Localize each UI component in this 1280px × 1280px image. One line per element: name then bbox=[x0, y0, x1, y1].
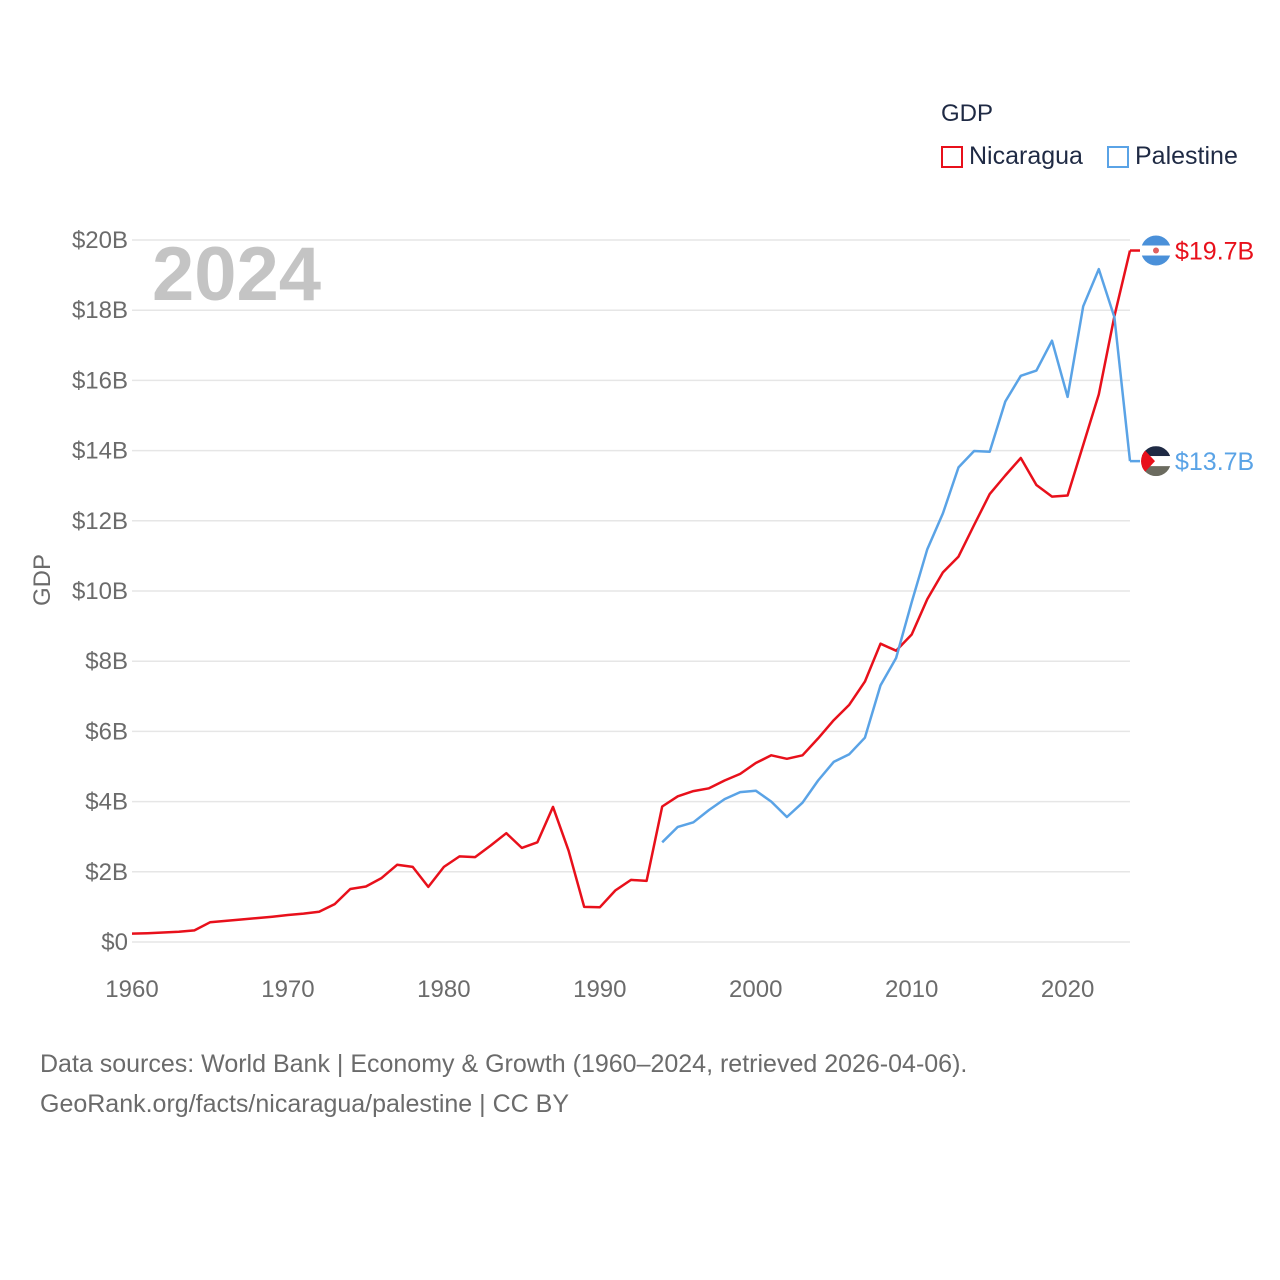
nicaragua-flag-icon bbox=[1141, 235, 1171, 266]
x-tick-label: 2000 bbox=[729, 976, 782, 1003]
x-tick-label: 1960 bbox=[105, 976, 158, 1003]
end-value-label-nicaragua: $19.7B bbox=[1175, 238, 1254, 266]
legend-label-nicaragua: Nicaragua bbox=[969, 142, 1083, 170]
source-line-2[interactable]: GeoRank.org/facts/nicaragua/palestine | … bbox=[40, 1090, 569, 1118]
end-value-label-palestine: $13.7B bbox=[1175, 448, 1254, 476]
y-tick-label: $20B bbox=[72, 227, 128, 254]
y-tick-label: $16B bbox=[72, 367, 128, 394]
grid-lines bbox=[132, 239, 1130, 943]
legend-item-nicaragua[interactable]: Nicaragua bbox=[941, 142, 1083, 171]
x-tick-label: 1970 bbox=[261, 976, 314, 1003]
series-line-nicaragua[interactable] bbox=[131, 250, 1132, 935]
end-markers: $19.7B $13.7B bbox=[1130, 235, 1254, 477]
gdp-line-chart: 2024 $0$2B$4B$6B$8B$10B$12B$14B$16B$18B$… bbox=[29, 227, 1254, 1003]
y-tick-label: $4B bbox=[85, 789, 128, 816]
y-tick-label: $8B bbox=[85, 648, 128, 675]
legend-swatch-nicaragua bbox=[941, 145, 963, 168]
x-tick-label: 1980 bbox=[417, 976, 470, 1003]
y-tick-label: $12B bbox=[72, 508, 128, 535]
year-watermark: 2024 bbox=[152, 232, 321, 317]
legend-label-palestine: Palestine bbox=[1135, 142, 1238, 170]
palestine-flag-icon bbox=[1141, 446, 1171, 477]
legend-title: GDP bbox=[941, 100, 994, 127]
y-tick-label: $14B bbox=[72, 438, 128, 465]
source-line-1: Data sources: World Bank | Economy & Gro… bbox=[40, 1050, 968, 1078]
y-tick-label: $6B bbox=[85, 718, 128, 745]
x-tick-label: 2020 bbox=[1041, 976, 1094, 1003]
y-tick-label: $18B bbox=[72, 297, 128, 324]
legend-swatch-palestine bbox=[1107, 145, 1129, 168]
x-axis-ticks: 1960 1970 1980 1990 2000 2010 2020 bbox=[105, 976, 1094, 1003]
x-tick-label: 1990 bbox=[573, 976, 626, 1003]
series-lines bbox=[131, 250, 1132, 935]
legend-item-palestine[interactable]: Palestine bbox=[1107, 142, 1238, 171]
y-tick-label: $2B bbox=[85, 859, 128, 886]
y-axis-ticks: $0 $2B $4B $6B $8B $10B $12B $14B $16B $18B $20B bbox=[72, 227, 128, 956]
x-tick-label: 2010 bbox=[885, 976, 938, 1003]
series-line-palestine[interactable] bbox=[661, 267, 1132, 844]
y-tick-label: $10B bbox=[72, 578, 128, 605]
y-axis-label: GDP bbox=[29, 554, 56, 606]
data-source-note: Data sources: World Bank | Economy & Gro… bbox=[40, 1044, 967, 1124]
y-tick-label: $0 bbox=[101, 929, 128, 956]
